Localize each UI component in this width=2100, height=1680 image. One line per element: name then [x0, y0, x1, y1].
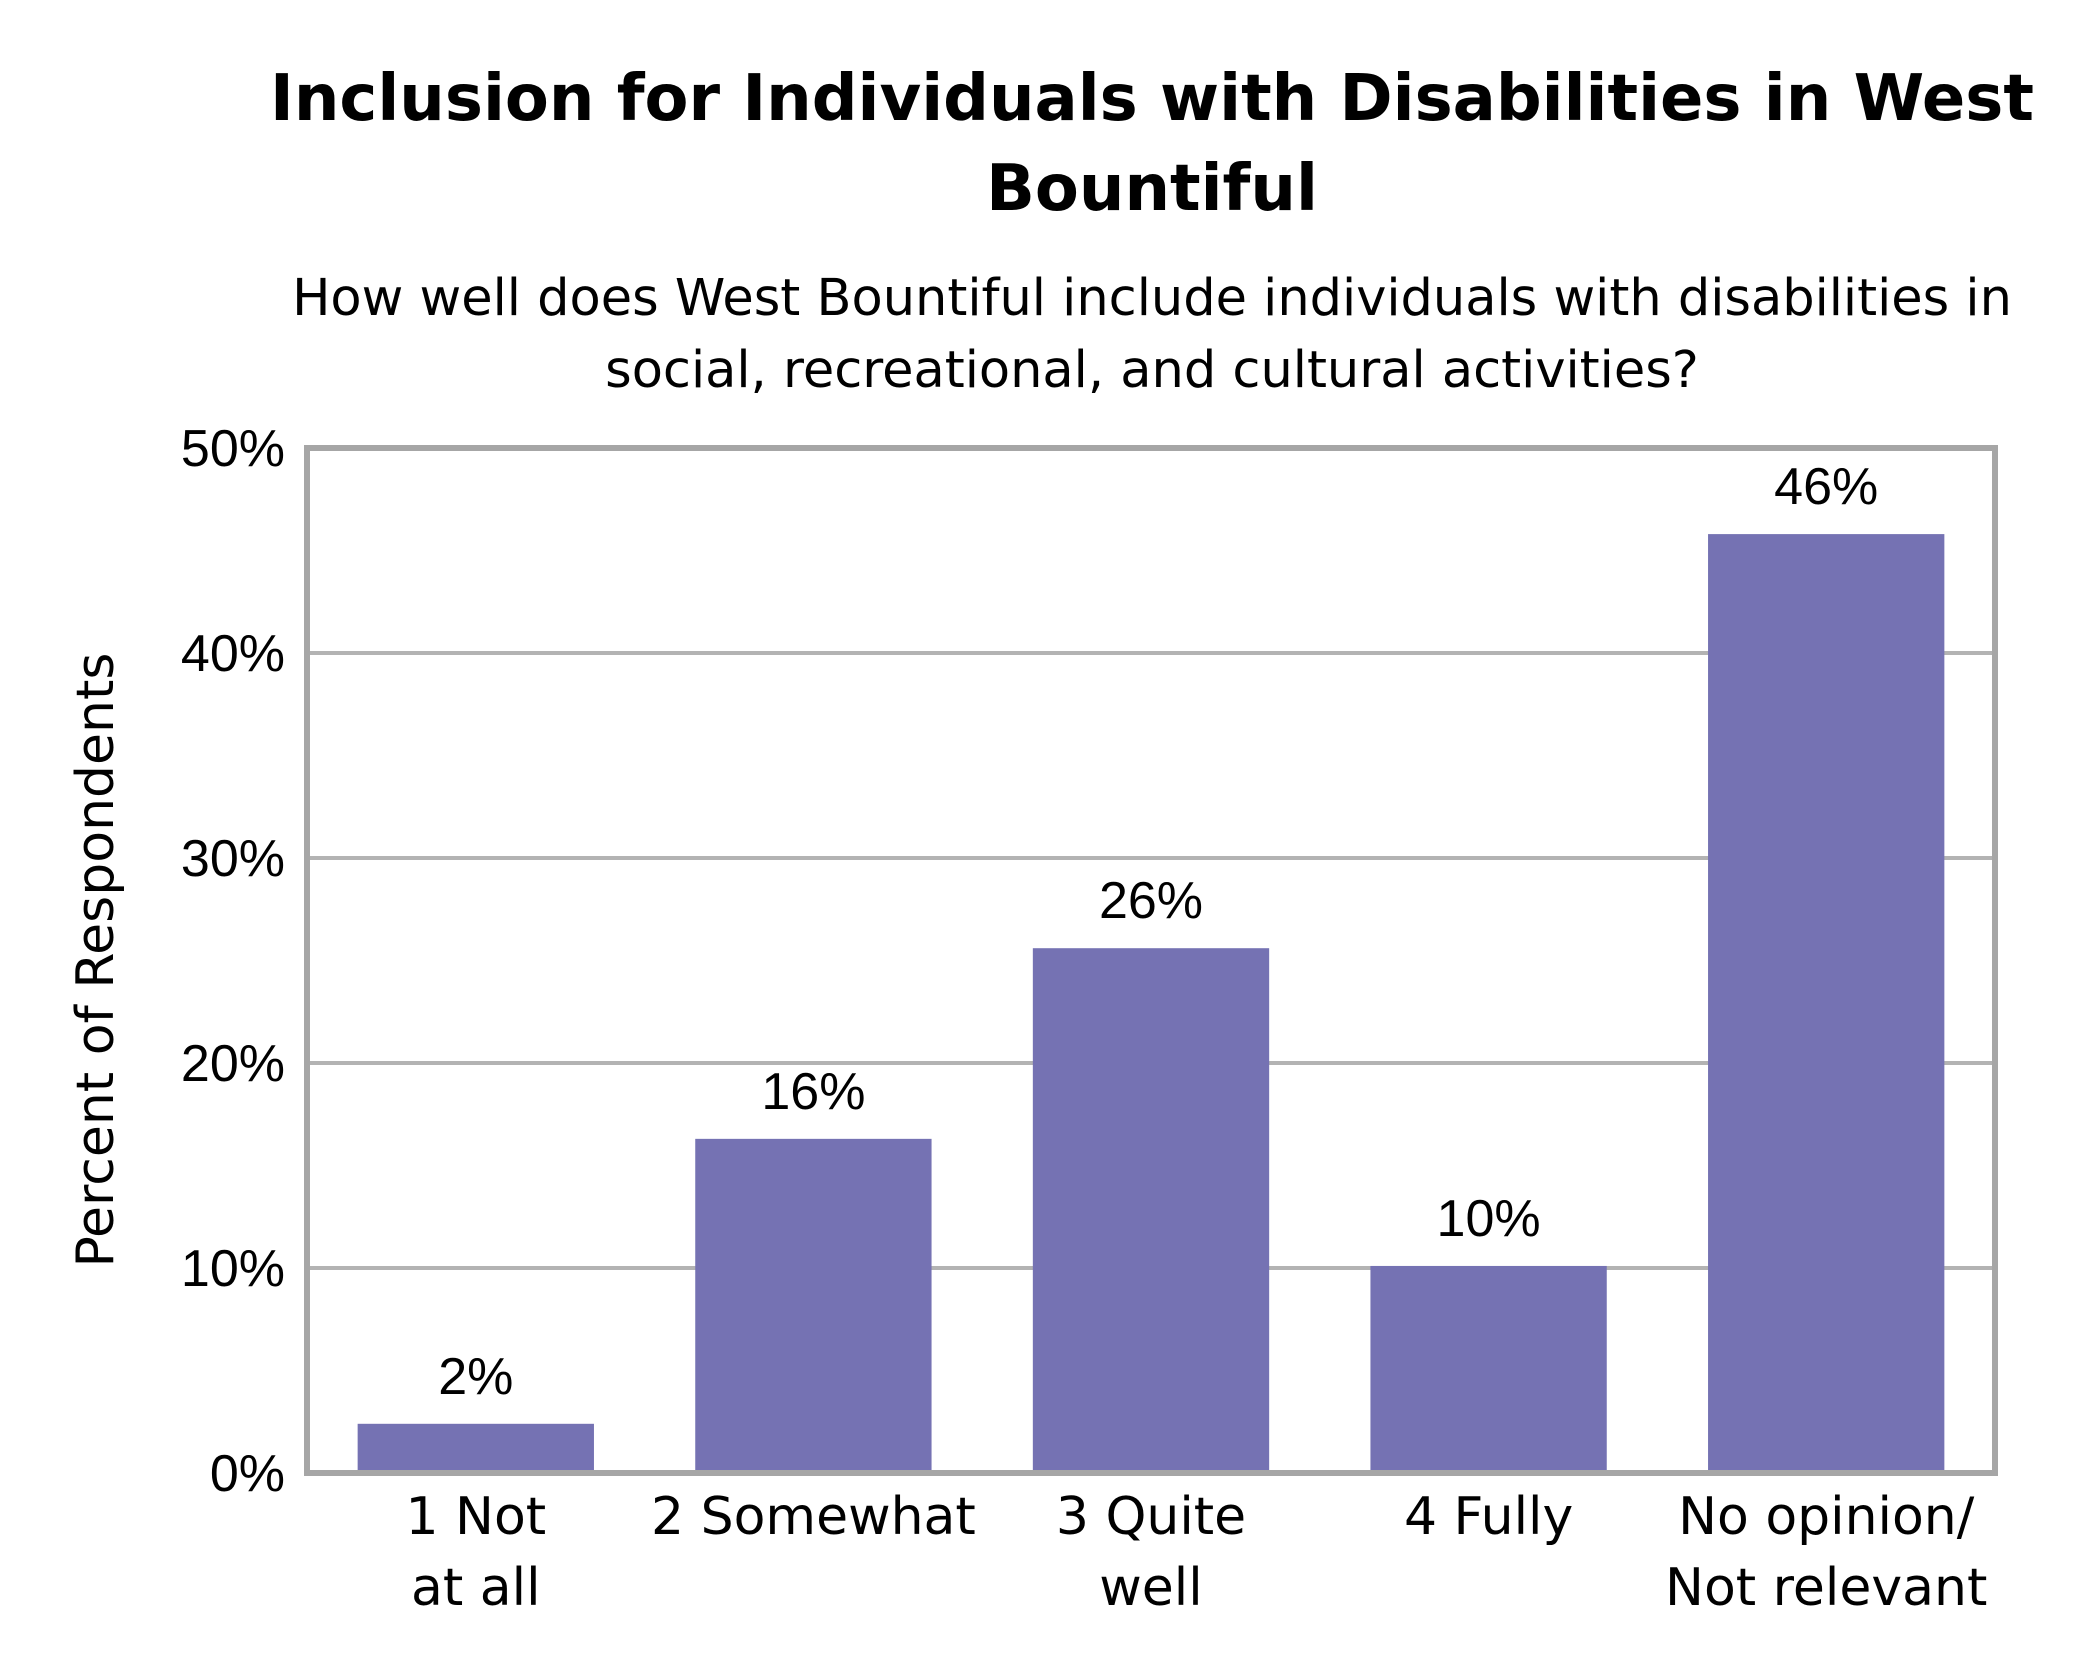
y-axis-ticks: 0% 10% 20% 30% 40% 50%	[181, 420, 285, 1503]
plot-frame	[304, 445, 1998, 1476]
data-label: 46%	[1774, 458, 1878, 516]
x-category-label: Not relevant	[1665, 1558, 1987, 1618]
y-tick-label: 0%	[210, 1445, 285, 1503]
bar	[1708, 534, 1945, 1473]
chart-title-line: Bountiful	[986, 152, 1318, 226]
y-axis-label-group: Percent of Respondents	[66, 653, 126, 1268]
x-category-label: 2 Somewhat	[651, 1487, 976, 1547]
plot-border	[304, 445, 1998, 1476]
x-category-label: 4 Fully	[1404, 1487, 1573, 1547]
bar	[1032, 948, 1270, 1473]
data-label: 26%	[1099, 872, 1203, 930]
chart-title-line: Inclusion for Individuals with Disabilit…	[270, 62, 2034, 136]
x-category-label: 1 Not	[405, 1487, 546, 1547]
x-category-label: 3 Quite	[1056, 1487, 1246, 1547]
x-axis-categories: 1 Not at all 2 Somewhat 3 Quite well 4 Fully N…	[405, 1487, 1987, 1618]
chart-subtitle-line: social, recreational, and cultural activ…	[605, 341, 1699, 400]
chart-subtitle: How well does West Bountiful include ind…	[292, 269, 2012, 400]
bar	[1370, 1265, 1607, 1473]
chart-subtitle-line: How well does West Bountiful include ind…	[292, 269, 2012, 328]
data-label: 16%	[761, 1063, 865, 1121]
y-tick-label: 50%	[181, 420, 285, 478]
bar	[695, 1138, 932, 1473]
x-category-label: at all	[411, 1558, 541, 1618]
y-axis-label: Percent of Respondents	[66, 653, 126, 1268]
bars: 2% 16% 26% 10% 46%	[357, 458, 1945, 1473]
y-tick-label: 40%	[181, 625, 285, 683]
chart-title: Inclusion for Individuals with Disabilit…	[270, 62, 2034, 226]
bar	[357, 1423, 594, 1473]
y-tick-label: 30%	[181, 830, 285, 888]
data-label: 10%	[1437, 1190, 1541, 1248]
y-tick-label: 10%	[181, 1240, 285, 1298]
data-label: 2%	[438, 1348, 513, 1406]
x-category-label: well	[1099, 1558, 1202, 1618]
x-category-label: No opinion/	[1678, 1487, 1975, 1547]
y-tick-label: 20%	[181, 1035, 285, 1093]
